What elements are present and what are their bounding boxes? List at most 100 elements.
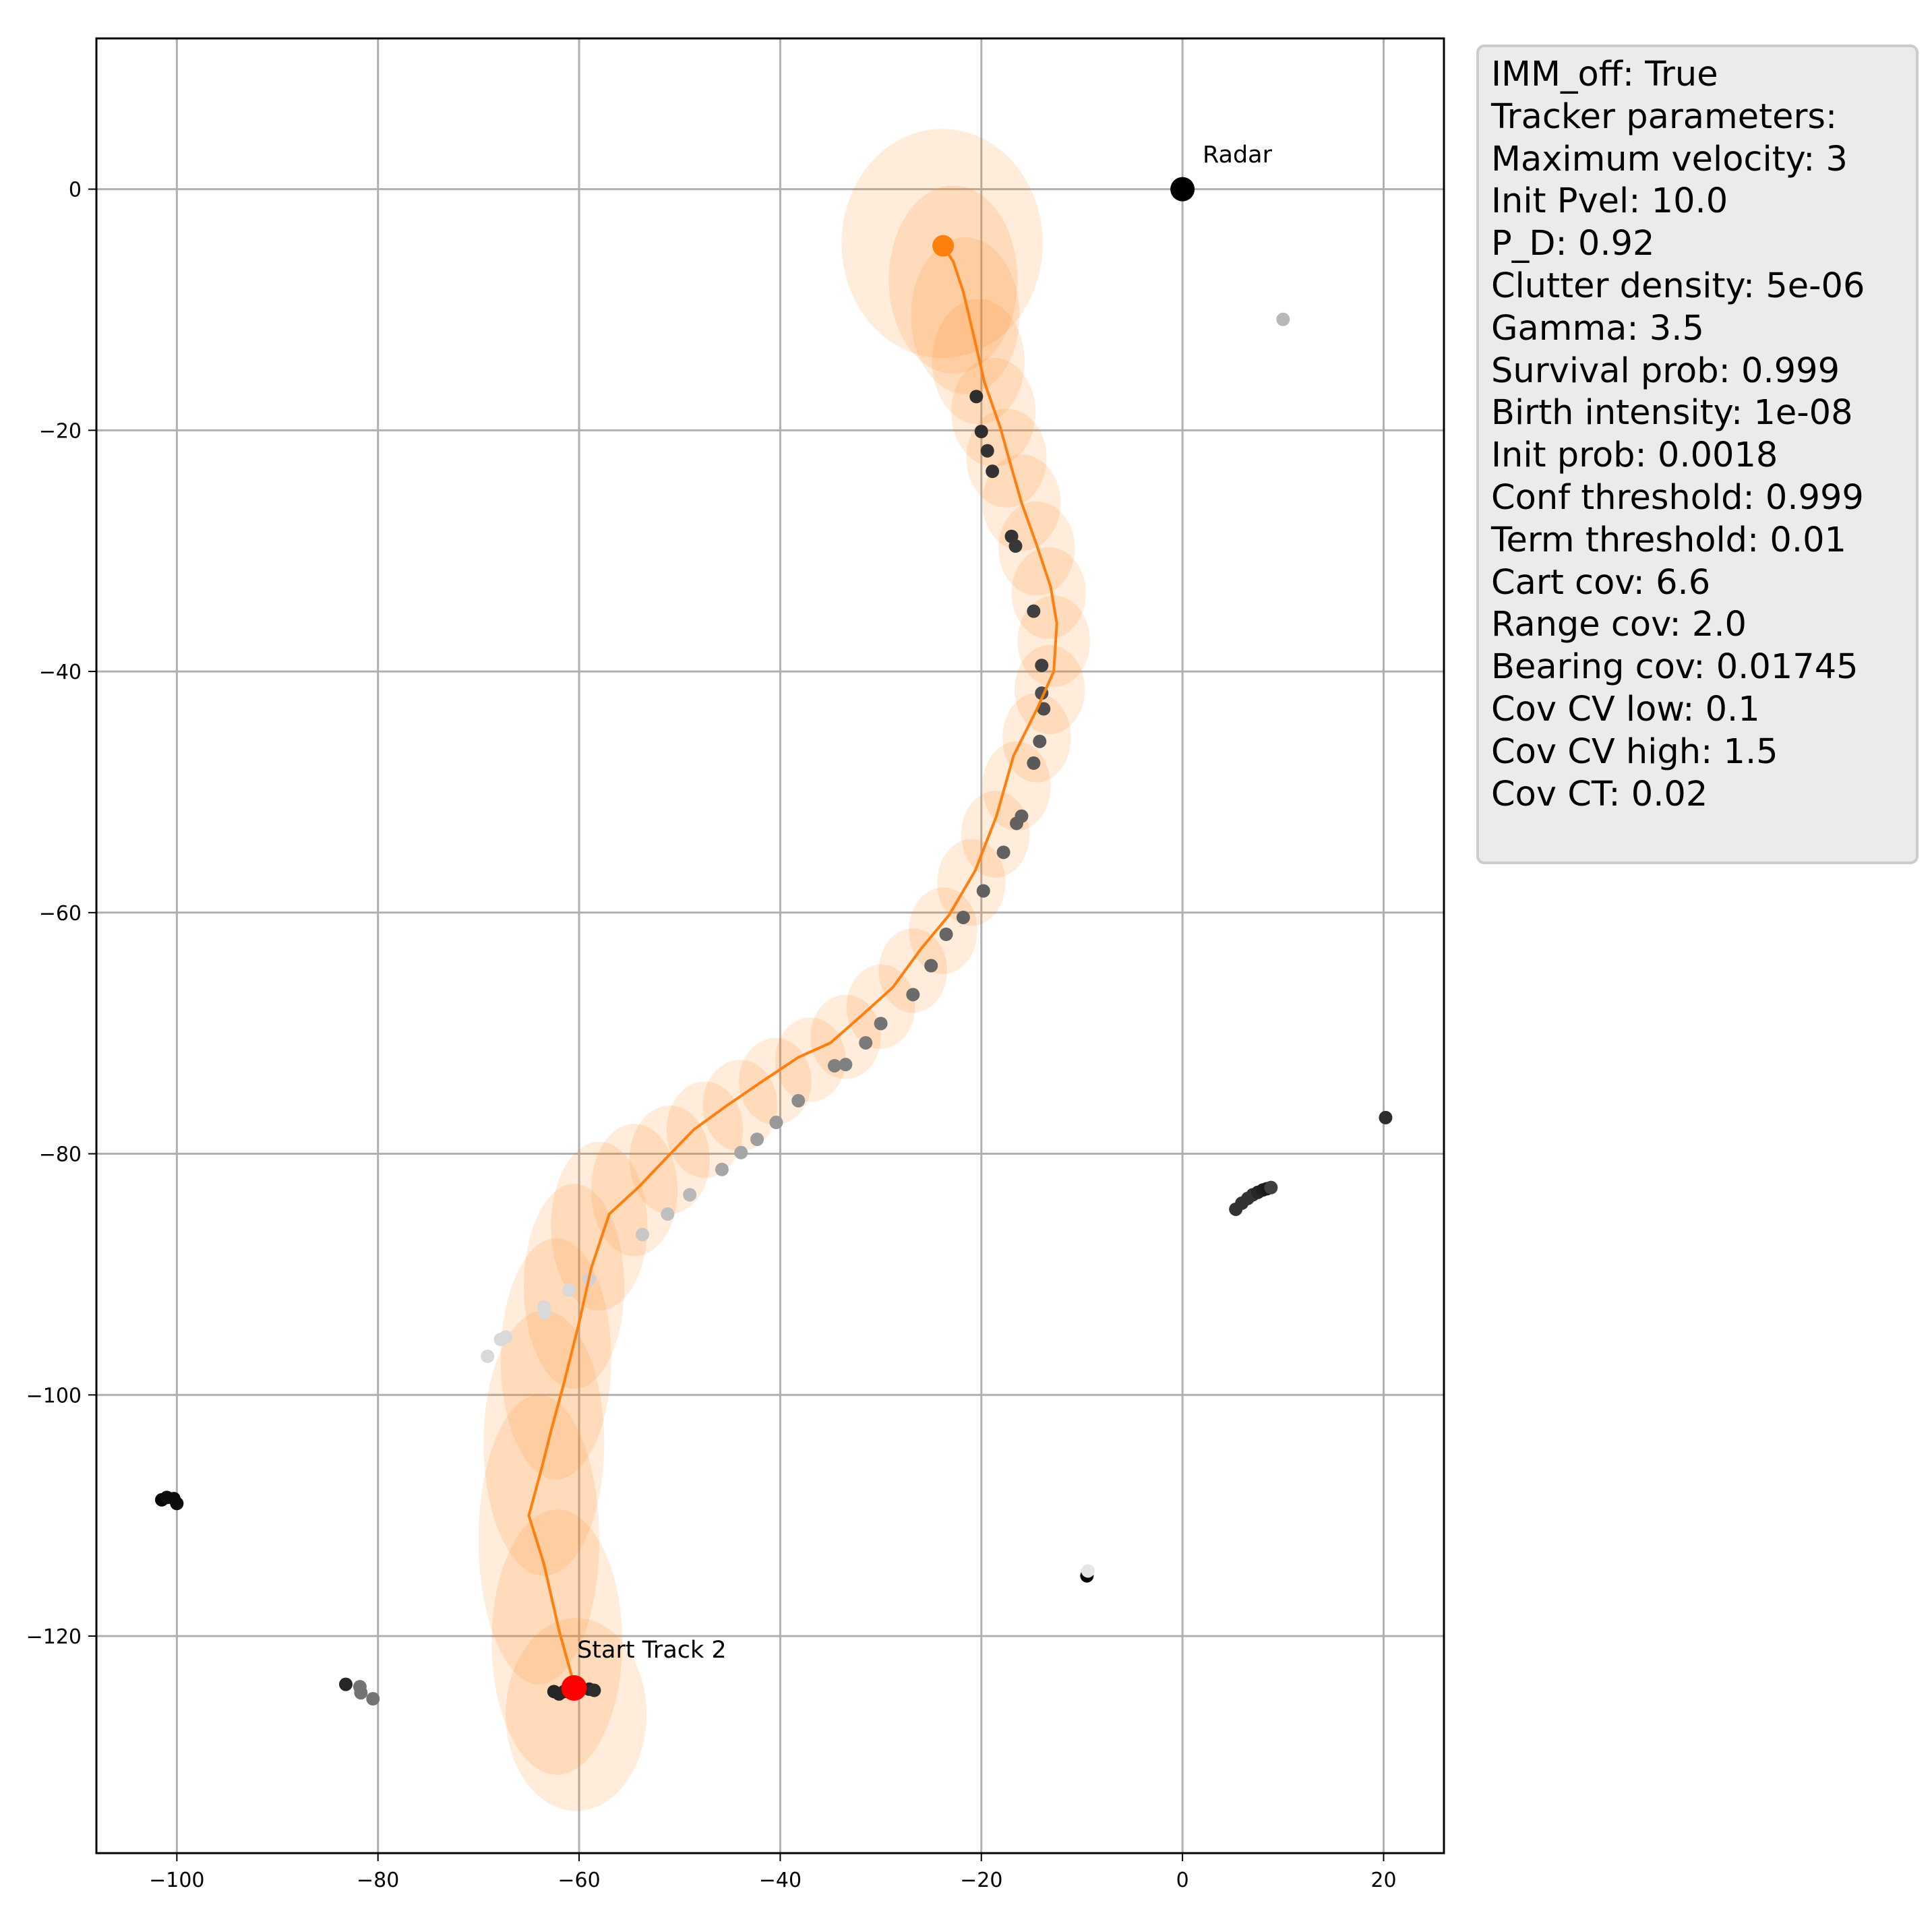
measurement-point	[1379, 1110, 1393, 1124]
x-tick-label: −80	[357, 1869, 399, 1892]
parameter-line: Tracker parameters:	[1491, 96, 1838, 137]
covariance-ellipse	[775, 1017, 846, 1102]
parameter-line: Conf threshold: 0.999	[1491, 477, 1864, 518]
measurement-point	[1008, 539, 1023, 553]
annotation-label: Start Track 2	[577, 1637, 727, 1664]
track-end-point	[932, 235, 955, 257]
covariance-ellipse	[846, 964, 915, 1049]
measurement-point	[1033, 734, 1047, 748]
measurement-point	[769, 1116, 783, 1130]
parameter-line: P_D: 0.92	[1491, 224, 1655, 264]
measurements	[154, 312, 1393, 1706]
parameter-line: Birth intensity: 1e-08	[1491, 393, 1853, 433]
track-line	[527, 245, 1058, 1685]
parameter-line: Maximum velocity: 3	[1491, 139, 1848, 179]
measurement-point	[683, 1188, 697, 1202]
parameter-line: Init prob: 0.0018	[1491, 435, 1778, 476]
x-tick-label: −20	[960, 1869, 1002, 1892]
covariance-ellipse	[666, 1081, 744, 1178]
measurement-point	[636, 1228, 650, 1242]
measurement-point	[562, 1283, 576, 1297]
plot-frame	[95, 37, 1445, 1854]
measurement-point	[587, 1683, 601, 1697]
measurement-point	[1276, 312, 1290, 326]
measurement-point	[1037, 702, 1051, 716]
measurement-point	[1081, 1564, 1095, 1578]
measurement-point	[366, 1692, 380, 1706]
measurement-point	[791, 1093, 806, 1108]
radar-point	[1170, 177, 1195, 202]
measurement-point	[537, 1300, 551, 1314]
y-tick-label: −40	[39, 661, 82, 684]
x-tick-label: −40	[759, 1869, 802, 1892]
parameter-line: Clutter density: 5e-06	[1491, 266, 1865, 306]
covariance-ellipse	[878, 928, 948, 1013]
measurement-point	[1027, 604, 1041, 618]
measurement-point	[976, 884, 990, 898]
measurement-point	[924, 959, 938, 973]
measurement-point	[974, 425, 988, 439]
measurement-point	[734, 1145, 748, 1159]
axis-ticks: −100 −80 −60 −40 −20 0 20 0 −20 −40 −60 −80 −100 −120	[26, 179, 1397, 1892]
measurement-point	[661, 1207, 675, 1221]
parameter-line: Init Pvel: 10.0	[1491, 181, 1728, 222]
measurement-point	[750, 1133, 764, 1147]
covariance-ellipse	[551, 1141, 648, 1311]
measurement-point	[980, 444, 994, 458]
parameter-line: Term threshold: 0.01	[1491, 520, 1846, 560]
annotations: Radar Start Track 2	[577, 142, 1273, 1664]
y-tick-label: −80	[39, 1143, 82, 1167]
measurement-point	[859, 1035, 873, 1050]
measurement-point	[354, 1686, 368, 1700]
start-track-point	[561, 1674, 587, 1701]
measurement-point	[715, 1162, 729, 1176]
parameter-line: Bearing cov: 0.01745	[1491, 647, 1859, 688]
x-tick-label: 0	[1176, 1869, 1189, 1892]
covariance-ellipse	[1015, 644, 1085, 735]
y-tick-label: −120	[26, 1625, 82, 1649]
measurement-point	[956, 910, 970, 924]
annotation-label: Radar	[1203, 142, 1273, 169]
parameter-line: Range cov: 2.0	[1491, 605, 1747, 645]
measurement-point	[481, 1350, 495, 1364]
measurement-point	[170, 1497, 184, 1511]
y-tick-label: 0	[69, 179, 82, 202]
y-tick-label: −60	[39, 902, 82, 926]
parameter-line: Cov CV low: 0.1	[1491, 689, 1760, 729]
parameter-line: IMM_off: True	[1491, 55, 1718, 94]
measurement-point	[906, 988, 920, 1002]
track-series	[527, 245, 1058, 1685]
covariance-ellipse	[483, 1310, 605, 1576]
measurement-point	[493, 1333, 508, 1347]
covariance-ellipse	[961, 791, 1030, 878]
measurement-point	[939, 928, 953, 942]
measurement-point	[969, 390, 984, 404]
measurement-point	[1264, 1180, 1278, 1195]
parameter-line: Cart cov: 6.6	[1491, 562, 1711, 603]
covariance-ellipse	[491, 1509, 623, 1775]
x-tick-label: −60	[557, 1869, 600, 1892]
y-tick-label: −100	[26, 1384, 82, 1408]
covariance-ellipses	[478, 129, 1090, 1811]
y-tick-label: −20	[39, 419, 82, 443]
parameter-line: Cov CT: 0.02	[1491, 774, 1708, 814]
measurement-point	[839, 1058, 853, 1072]
measurement-point	[1009, 816, 1023, 831]
measurement-point	[986, 464, 1000, 479]
covariance-ellipse	[911, 237, 1020, 394]
parameter-line: Gamma: 3.5	[1491, 308, 1704, 349]
measurement-point	[1035, 659, 1049, 673]
covariance-ellipse	[951, 358, 1036, 466]
x-tick-label: −100	[149, 1869, 204, 1892]
measurement-point	[338, 1677, 353, 1691]
parameter-line: Survival prob: 0.999	[1491, 351, 1840, 391]
tracker-parameters-box: IMM_off: True Tracker parameters: Maximum …	[1476, 44, 1919, 864]
covariance-ellipse	[478, 1395, 599, 1685]
x-tick-label: 20	[1370, 1869, 1396, 1892]
measurement-point	[874, 1017, 888, 1031]
measurement-point	[1027, 756, 1041, 771]
measurement-point	[827, 1058, 841, 1073]
key-points	[561, 177, 1195, 1701]
parameter-line: Cov CV high: 1.5	[1491, 731, 1778, 772]
